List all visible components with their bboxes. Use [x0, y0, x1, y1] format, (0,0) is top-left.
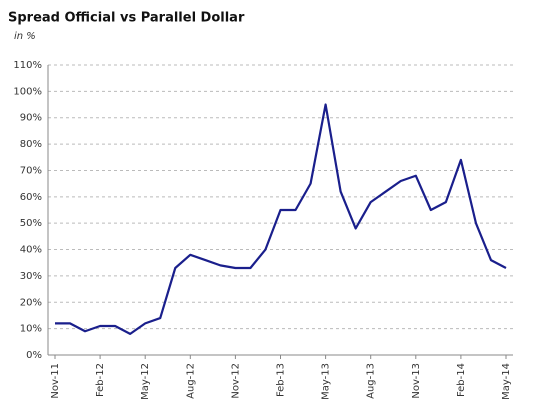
- chart-title: Spread Official vs Parallel Dollar: [8, 11, 245, 26]
- y-tick-label: 70%: [20, 165, 42, 176]
- y-tick-label: 90%: [20, 113, 42, 124]
- chart-subtitle: in %: [14, 31, 36, 42]
- y-tick-label: 10%: [20, 324, 42, 335]
- x-tick-label: Nov-11: [50, 363, 61, 399]
- y-tick-label: 80%: [20, 139, 42, 150]
- x-tick-label: Nov-12: [230, 363, 241, 399]
- y-tick-label: 20%: [20, 297, 42, 308]
- x-tick-label: Feb-13: [276, 363, 287, 397]
- y-tick-label: 0%: [26, 350, 42, 361]
- x-tick-label: May-14: [501, 363, 512, 400]
- y-tick-label: 100%: [13, 86, 42, 97]
- x-tick-label: Feb-14: [456, 363, 467, 397]
- x-tick-label: Aug-12: [185, 363, 196, 399]
- x-tick-label: Aug-13: [366, 363, 377, 399]
- y-tick-label: 60%: [20, 192, 42, 203]
- x-tick-label: May-12: [140, 363, 151, 400]
- x-tick-label: Feb-12: [95, 363, 106, 397]
- y-tick-label: 110%: [13, 60, 42, 71]
- x-tick-label: Nov-13: [411, 363, 422, 399]
- x-tick-label: May-13: [321, 363, 332, 400]
- y-tick-label: 40%: [20, 245, 42, 256]
- series-line: [55, 103, 507, 336]
- y-tick-label: 50%: [20, 218, 42, 229]
- y-tick-label: 30%: [20, 271, 42, 282]
